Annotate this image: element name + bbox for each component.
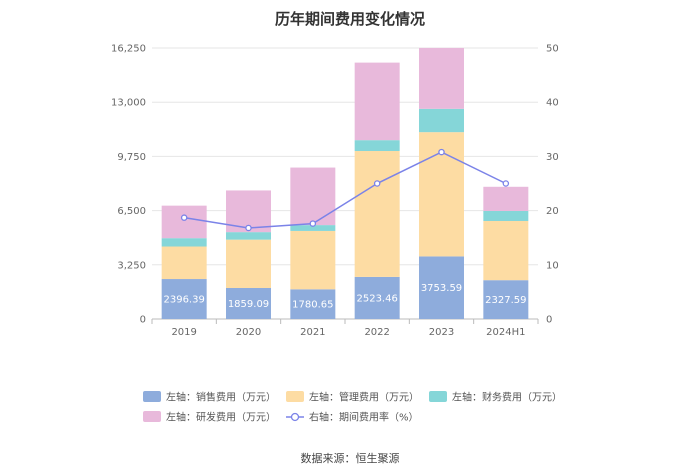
x-tick-label: 2020 [236, 327, 261, 338]
legend-label: 左轴：管理费用（万元） [309, 391, 419, 404]
bar-segment [354, 62, 400, 141]
bar-segment [483, 210, 529, 221]
y-left-tick-label: 3,250 [117, 260, 146, 271]
bar-segment [161, 238, 207, 247]
grid-lines [152, 47, 538, 266]
legend-label: 左轴：销售费用（万元） [166, 391, 276, 404]
bar-segment [354, 140, 400, 152]
legend-swatch [429, 391, 447, 402]
bar-segment [483, 186, 529, 211]
rate-line-path [184, 151, 507, 229]
legend-label: 左轴：研发费用（万元） [166, 411, 276, 424]
bar-value-label: 2327.59 [485, 295, 526, 306]
legend-label: 左轴：财务费用（万元） [452, 391, 562, 404]
bar-labels: 2396.39 1859.09 1780.65 2523.46 3753.59 2327.… [163, 283, 526, 310]
rate-point [502, 180, 510, 187]
bar-value-label: 2396.39 [163, 295, 204, 306]
y-axis-left: 0 3,250 6,500 9,750 13,000 16,250 [111, 44, 146, 326]
bar-segment [290, 225, 336, 231]
bar-value-label: 1859.09 [228, 299, 269, 310]
bar-segment [419, 256, 464, 319]
rate-line [180, 148, 510, 232]
x-tick-label: 2023 [429, 327, 454, 338]
legend-label: 右轴：期间费用率（%） [309, 411, 419, 424]
bar-segment [290, 167, 336, 226]
legend-line-marker [290, 412, 300, 422]
bar-segment [290, 289, 336, 319]
bar-segment [354, 151, 400, 277]
y-right-tick-label: 50 [546, 44, 559, 55]
y-left-tick-label: 0 [140, 315, 146, 326]
y-right-tick-label: 30 [546, 152, 559, 163]
x-tick-label: 2021 [300, 327, 325, 338]
bars [161, 47, 529, 319]
rate-point [245, 224, 252, 232]
y-right-tick-label: 20 [546, 206, 559, 217]
rate-point [373, 180, 381, 187]
x-axis: 2019 2020 2021 2022 2023 2024H1 [151, 318, 539, 338]
bar-segment [226, 239, 271, 288]
y-left-tick-label: 9,750 [117, 152, 146, 163]
bar-segment [226, 287, 271, 319]
chart-title: 历年期间费用变化情况 [275, 10, 425, 28]
y-left-tick-label: 16,250 [111, 44, 146, 55]
legend-swatch [286, 391, 304, 402]
y-left-tick-label: 6,500 [117, 206, 146, 217]
bar-segment [161, 279, 207, 319]
bar-segment [226, 232, 271, 240]
bar-segment [483, 220, 529, 281]
bar-segment [354, 276, 400, 319]
legend-swatch [143, 391, 161, 402]
bar-segment [290, 230, 336, 290]
bar-value-label: 2523.46 [356, 293, 397, 304]
bar-segment [419, 108, 464, 133]
x-tick-label: 2024H1 [486, 327, 525, 338]
y-left-tick-label: 13,000 [111, 98, 146, 109]
rate-point [438, 148, 445, 156]
y-right-tick-label: 0 [546, 315, 552, 326]
y-axis-right: 0 10 20 30 40 50 [546, 44, 559, 326]
bar-segment [161, 205, 207, 239]
x-tick-label: 2019 [171, 327, 196, 338]
bar-value-label: 3753.59 [421, 283, 462, 294]
x-tick-label: 2022 [364, 327, 389, 338]
bar-segment [483, 280, 529, 319]
legend: 左轴：销售费用（万元） 左轴：管理费用（万元） 左轴：财务费用（万元） 左轴：研发费用… [143, 391, 562, 424]
y-right-tick-label: 40 [546, 98, 559, 109]
bar-segment [419, 47, 464, 109]
bar-value-label: 1780.65 [292, 300, 333, 311]
rate-point [309, 220, 317, 227]
bar-segment [161, 246, 207, 280]
legend-swatch [143, 411, 161, 422]
y-right-tick-label: 10 [546, 260, 559, 271]
source-note: 数据来源：恒生聚源 [301, 451, 400, 465]
rate-point [180, 214, 188, 221]
